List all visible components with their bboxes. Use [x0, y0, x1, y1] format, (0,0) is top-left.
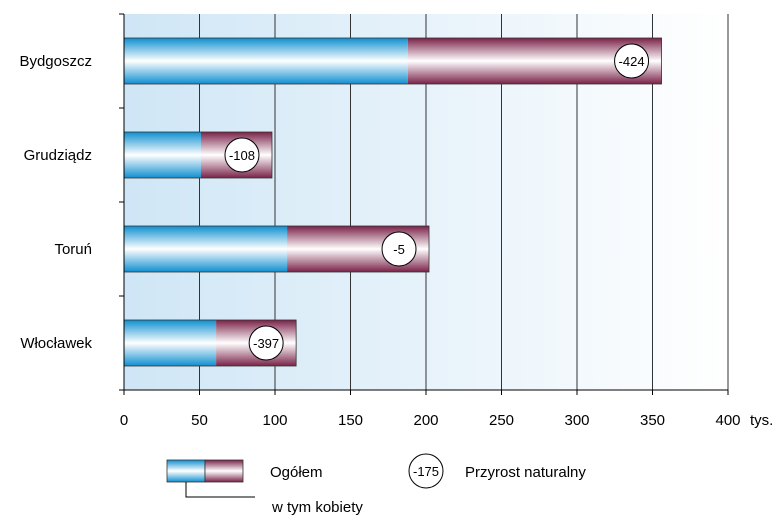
x-axis-unit: tys.: [750, 412, 773, 429]
category-label-2: Toruń: [54, 241, 92, 258]
legend: Ogółem -175 Przyrost naturalny w tym kob…: [166, 453, 586, 515]
natural-growth-circle-3: [248, 325, 284, 361]
x-tick-label-100: 100: [262, 412, 287, 429]
natural-growth-label-1: -108: [229, 148, 255, 163]
x-tick-label-400: 400: [715, 412, 740, 429]
legend-swatch-total: [204, 459, 244, 483]
natural-growth-label-0: -424: [619, 54, 645, 69]
x-tick-label-350: 350: [640, 412, 665, 429]
legend-women-connector: [185, 482, 255, 498]
legend-swatch-women: [166, 459, 206, 483]
bar-women-3: [124, 320, 217, 366]
legend-circle: [408, 453, 444, 489]
natural-growth-circle-2: [381, 231, 417, 267]
bar-women-2: [124, 226, 288, 272]
x-tick-label-150: 150: [338, 412, 363, 429]
natural-growth-label-3: -397: [253, 336, 279, 351]
natural-growth-circle-0: [614, 43, 650, 79]
x-tick-label-0: 0: [120, 412, 128, 429]
legend-women-label: w tym kobiety: [271, 499, 363, 515]
x-tick-label-300: 300: [564, 412, 589, 429]
legend-bar-label: Ogółem: [270, 464, 323, 481]
bar-women-0: [124, 38, 408, 84]
legend-circle-label: Przyrost naturalny: [465, 464, 586, 481]
legend-circle-sample: -175: [413, 464, 439, 479]
x-tick-label-50: 50: [191, 412, 208, 429]
axes: 0 50 100 150 200 250 300 350 400 tys.: [119, 13, 773, 429]
category-label-3: Włocławek: [20, 335, 92, 352]
natural-growth-circle-1: [224, 137, 260, 173]
bars: -424 Bydgoszcz -108 Grudziądz -5 Toruń -397 Wło…: [19, 37, 662, 367]
x-tick-label-200: 200: [413, 412, 438, 429]
category-label-1: Grudziądz: [24, 147, 92, 164]
category-label-0: Bydgoszcz: [19, 53, 92, 70]
natural-growth-label-2: -5: [393, 242, 405, 257]
x-tick-label-250: 250: [489, 412, 514, 429]
bar-women-1: [124, 132, 202, 178]
